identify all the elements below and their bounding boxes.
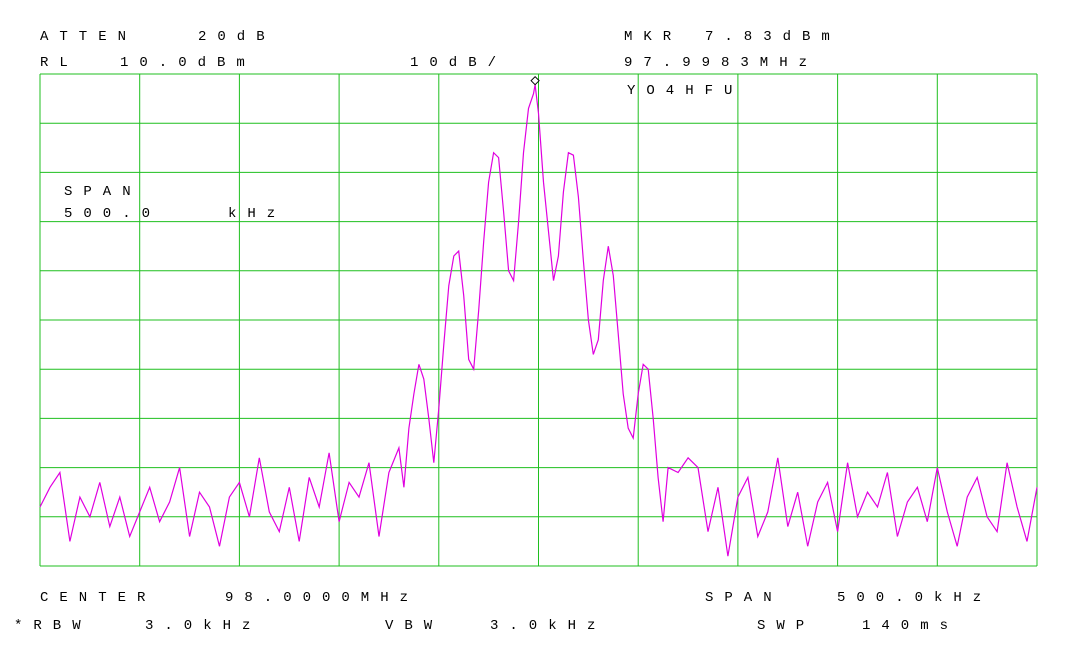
annotation: VBW — [385, 618, 443, 634]
annotation: MKR — [624, 29, 682, 45]
annotation: 500.0 — [64, 206, 161, 222]
annotation: 3.0kHz — [145, 618, 261, 634]
annotation: SPAN — [64, 184, 142, 200]
annotation: 98.0000MHz — [225, 590, 419, 606]
annotation: RL — [40, 55, 79, 71]
annotation: kHz — [228, 206, 286, 222]
annotation: CENTER — [40, 590, 156, 606]
marker-level: 7.83dBm — [705, 29, 841, 45]
annotation: 10dB/ — [410, 55, 507, 71]
annotation: 500.0kHz — [837, 590, 992, 606]
annotation: 3.0kHz — [490, 618, 606, 634]
annotation: ATTEN — [40, 29, 137, 45]
annotation: *RBW — [14, 618, 92, 634]
annotation: 10.0dBm — [120, 55, 256, 71]
annotation: SWP — [757, 618, 815, 634]
marker-frequency: 97.9983MHz — [624, 55, 818, 71]
annotation: 20dB — [198, 29, 276, 45]
annotation: 140ms — [862, 618, 959, 634]
annotation: YO4HFU — [627, 83, 743, 99]
marker — [530, 75, 540, 86]
annotation: SPAN — [705, 590, 783, 606]
